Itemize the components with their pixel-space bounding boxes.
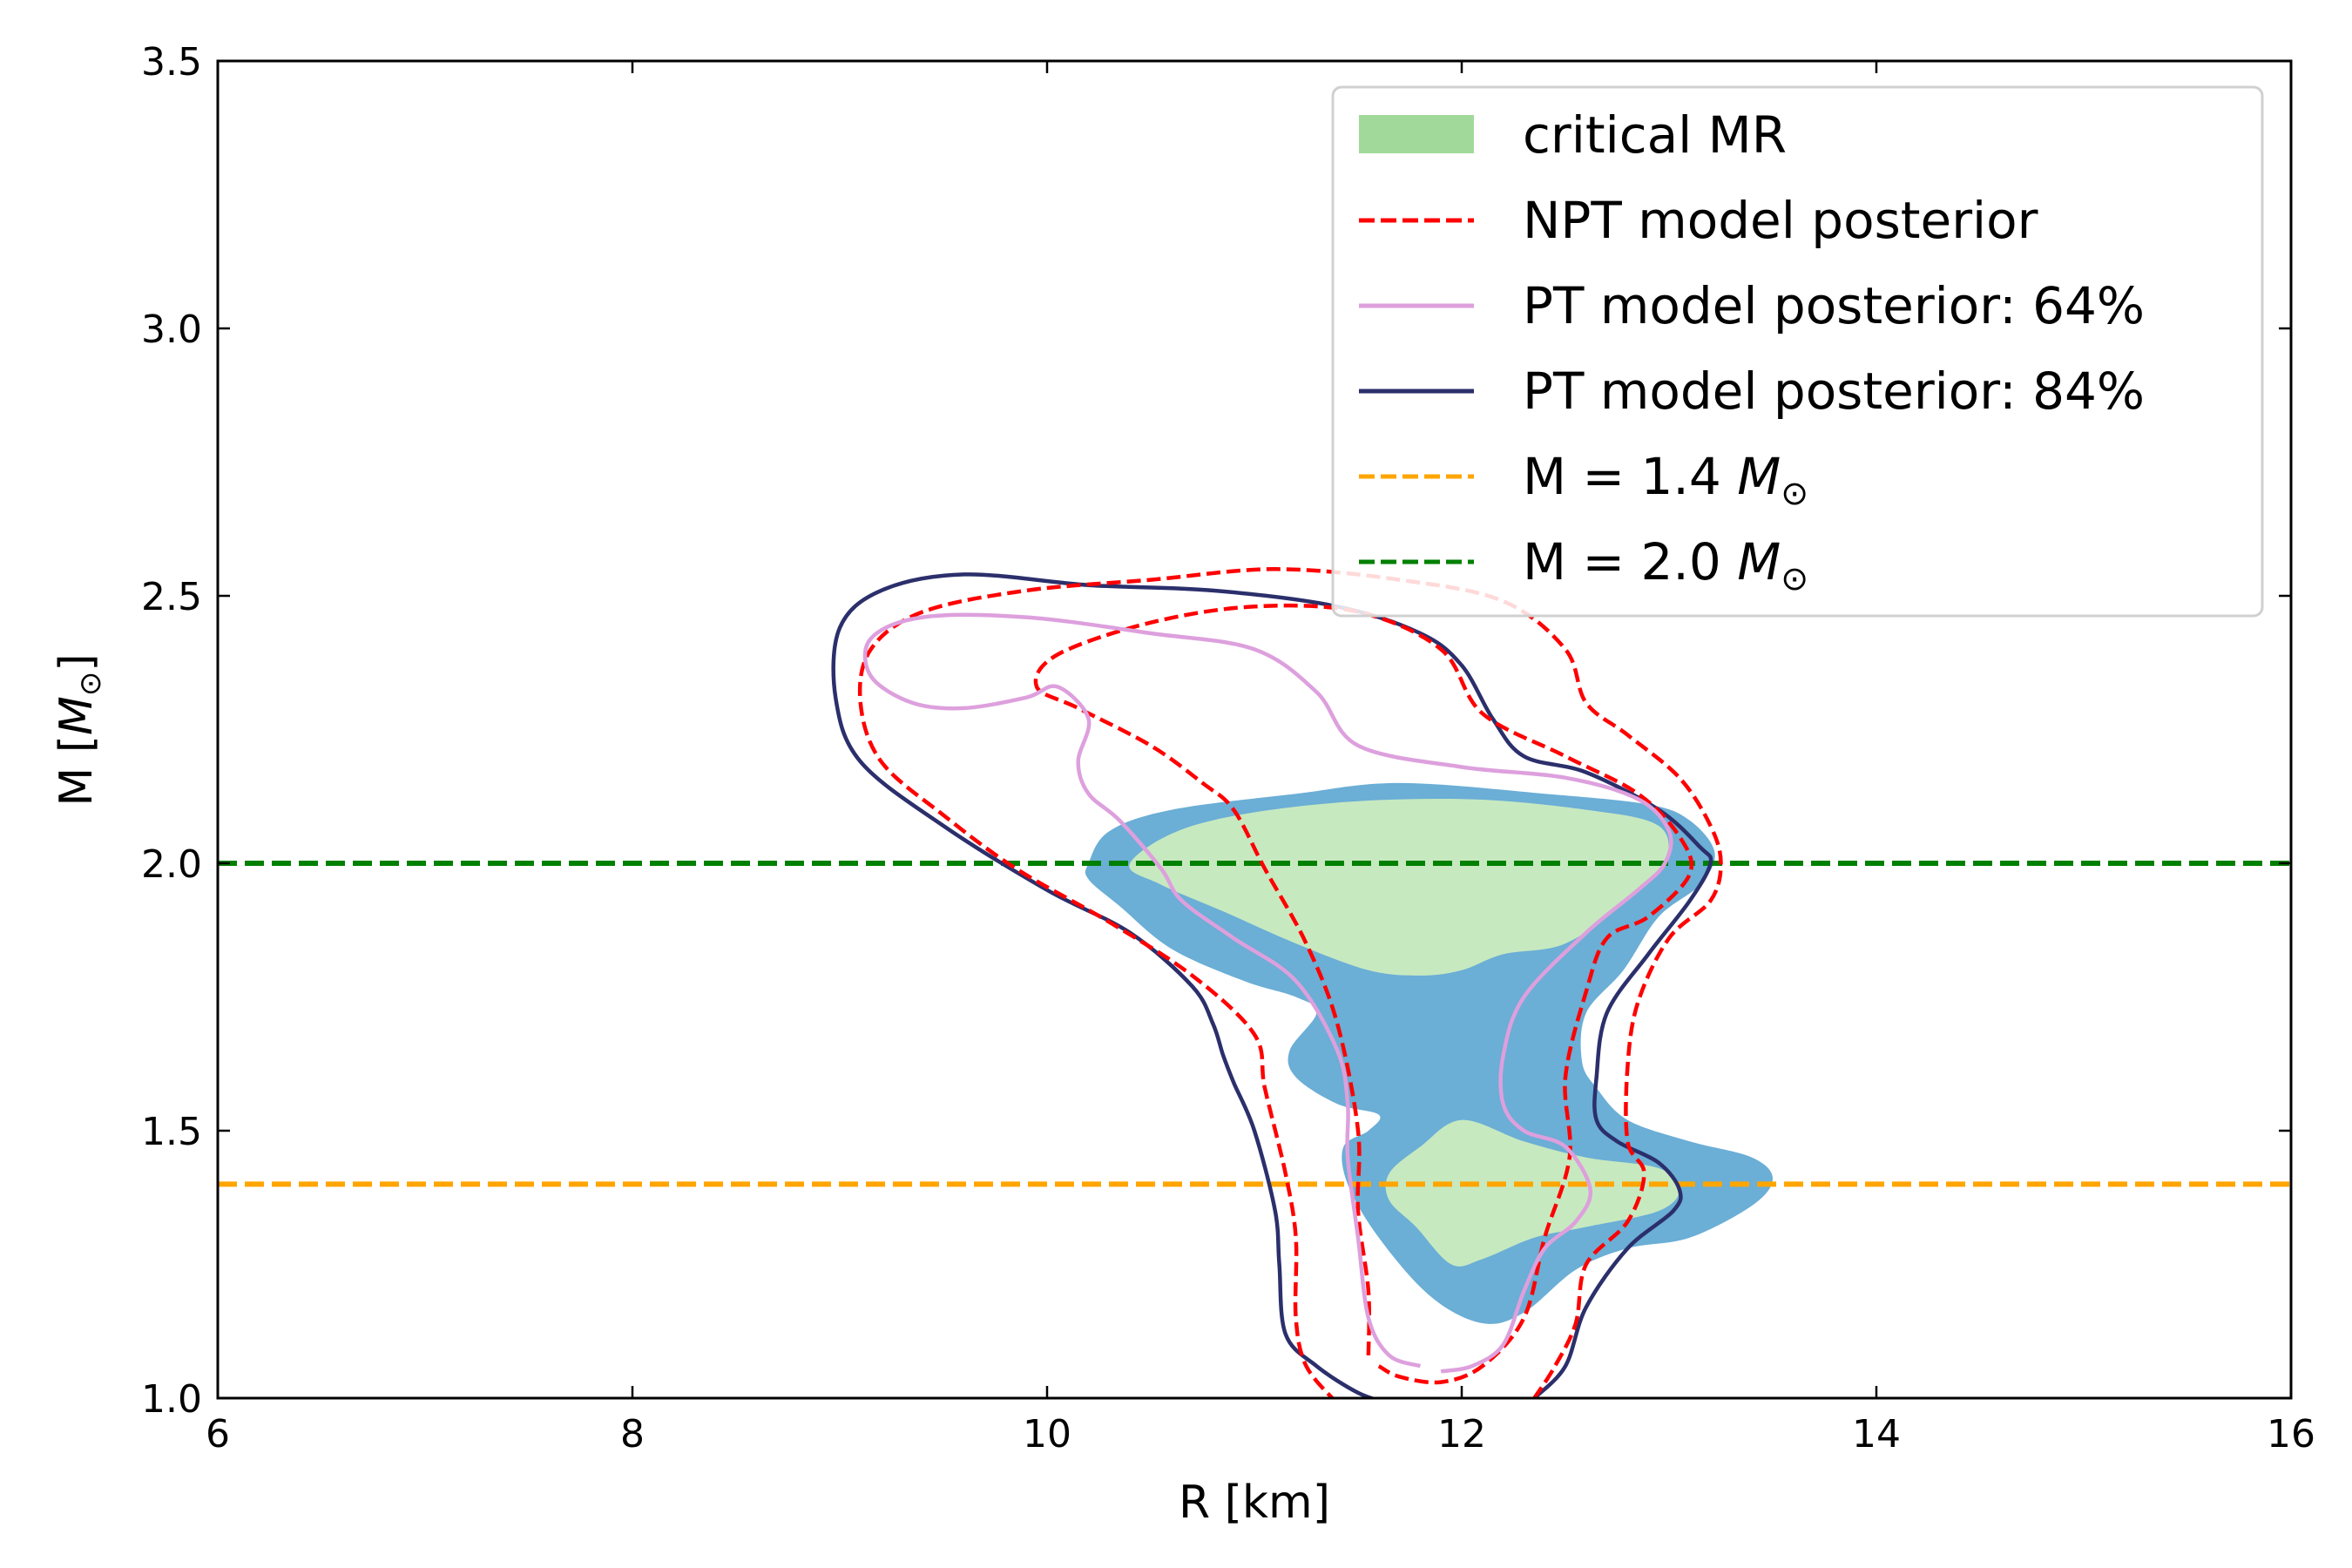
legend-label-critical-mr: critical MR bbox=[1523, 105, 1787, 165]
y-axis-title-symbol: M bbox=[51, 696, 103, 735]
legend-label-m-1.4-prefix: M = 1.4 bbox=[1523, 447, 1737, 506]
y-tick-label: 1.5 bbox=[141, 1110, 202, 1154]
x-axis-title: R [km] bbox=[1179, 1477, 1330, 1529]
y-tick-label: 2.0 bbox=[141, 842, 202, 887]
pt-84-contour bbox=[831, 572, 1713, 1398]
ticks-layer: 6 8 10 12 14 16 1.0 1.5 2.0 2.5 3.0 3.5 bbox=[141, 40, 2315, 1456]
x-tick-label: 6 bbox=[206, 1412, 230, 1456]
legend: critical MR NPT model posterior PT model… bbox=[1331, 85, 2264, 618]
legend-label-m-1.4-subscript: ⊙ bbox=[1781, 474, 1808, 512]
x-tick-label: 16 bbox=[2267, 1412, 2315, 1456]
legend-label-npt: NPT model posterior bbox=[1523, 191, 2038, 250]
legend-swatch-critical-mr bbox=[1359, 115, 1474, 153]
y-axis-title: M [M⊙] bbox=[51, 653, 108, 806]
y-axis-title-end: ] bbox=[51, 653, 103, 671]
x-tick-label: 8 bbox=[620, 1412, 645, 1456]
legend-label-m-2.0-symbol: M bbox=[1737, 532, 1781, 591]
npt-outer-contour bbox=[857, 567, 1723, 1398]
y-axis-title-main: M [ bbox=[51, 735, 103, 807]
x-tick-label: 10 bbox=[1023, 1412, 1071, 1456]
reference-lines-layer bbox=[218, 861, 2291, 1187]
plot-frame bbox=[216, 59, 2293, 1400]
legend-label-m-2.0-prefix: M = 2.0 bbox=[1523, 532, 1737, 591]
y-tick-label: 1.0 bbox=[141, 1377, 202, 1422]
legend-label-m-1.4: M = 1.4 M⊙ bbox=[1523, 447, 1808, 512]
critical-mr-inner-upper-region bbox=[1129, 799, 1669, 976]
y-tick-label: 3.5 bbox=[141, 40, 202, 84]
npt-inner-contour bbox=[1033, 603, 1694, 1385]
legend-box bbox=[1331, 85, 2264, 618]
x-tick-label: 14 bbox=[1852, 1412, 1901, 1456]
legend-label-pt-84: PT model posterior: 84% bbox=[1523, 362, 2145, 421]
y-tick-label: 3.0 bbox=[141, 308, 202, 352]
y-axis-title-subscript: ⊙ bbox=[73, 672, 108, 697]
y-tick-label: 2.5 bbox=[141, 575, 202, 619]
pt-64-contour bbox=[862, 612, 1673, 1374]
legend-label-pt-64: PT model posterior: 64% bbox=[1523, 276, 2145, 335]
contours-layer bbox=[831, 567, 1723, 1398]
svg-text:M [M⊙]: M [M⊙] bbox=[51, 653, 108, 806]
legend-label-m-2.0-subscript: ⊙ bbox=[1781, 559, 1808, 598]
legend-label-m-1.4-symbol: M bbox=[1737, 447, 1781, 506]
critical-mr-inner-lower-region bbox=[1385, 1119, 1680, 1267]
legend-label-m-2.0: M = 2.0 M⊙ bbox=[1523, 532, 1808, 598]
x-tick-label: 12 bbox=[1437, 1412, 1486, 1456]
